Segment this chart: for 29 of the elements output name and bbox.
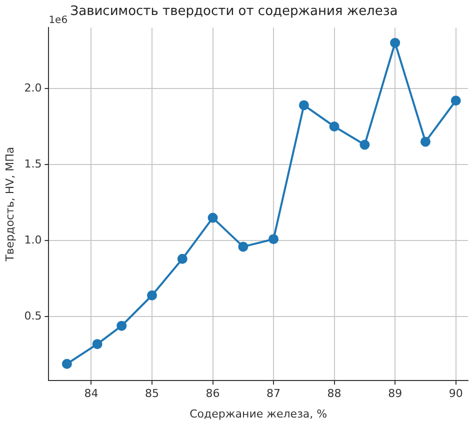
point [329,122,340,132]
point [208,212,218,223]
text: 1e6 [48,15,68,26]
y-tick-label: 2.0 [24,81,42,94]
y-axis-title: Твердость, HV, МПа [3,146,16,262]
point [390,38,400,48]
chart-title: Зависимость твердости от содержания железа [70,4,398,20]
x-tick-label: 85 [145,387,159,400]
x-tick-label: 89 [388,387,402,400]
y-tick-label: 1.5 [24,157,42,170]
x-axis-title: Содержание железа, % [190,407,328,420]
point [177,254,188,264]
x-tick-label: 88 [327,387,342,400]
y-tick-label: 1.0 [24,233,42,246]
point [450,96,461,106]
point [298,100,309,110]
point [116,320,127,331]
point [92,339,102,350]
x-tick-label: 90 [448,387,463,400]
point [268,234,279,244]
point [147,290,157,300]
point [238,242,248,252]
x-tick-label: 86 [206,387,220,400]
x-tick-label: 87 [266,387,281,400]
x-tick-label: 84 [84,387,98,400]
point [62,358,72,369]
point [360,140,370,150]
y-tick-label: 0.5 [24,310,42,323]
point [420,136,430,147]
